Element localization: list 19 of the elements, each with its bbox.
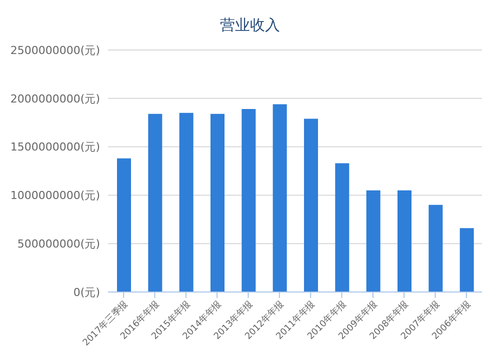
y-tick-label: 500000000(元) bbox=[17, 238, 100, 251]
y-tick-label: 1000000000(元) bbox=[10, 189, 100, 202]
chart-title: 营业收入 bbox=[219, 15, 281, 36]
bar bbox=[242, 109, 256, 292]
bar bbox=[428, 204, 443, 292]
y-tick-label: 1500000000(元) bbox=[10, 140, 100, 154]
y-tick-label: 2500000000(元) bbox=[10, 44, 100, 57]
bar bbox=[366, 190, 380, 292]
y-tick-label: 2000000000(元) bbox=[10, 92, 100, 106]
bar bbox=[304, 118, 318, 292]
bar bbox=[335, 163, 350, 292]
bar bbox=[179, 112, 194, 292]
bar bbox=[148, 114, 162, 292]
bar bbox=[117, 158, 131, 292]
bar bbox=[272, 104, 287, 292]
y-tick-label: 0(元) bbox=[73, 286, 100, 299]
bar bbox=[398, 190, 412, 292]
bar bbox=[210, 114, 224, 292]
bar bbox=[460, 228, 474, 292]
